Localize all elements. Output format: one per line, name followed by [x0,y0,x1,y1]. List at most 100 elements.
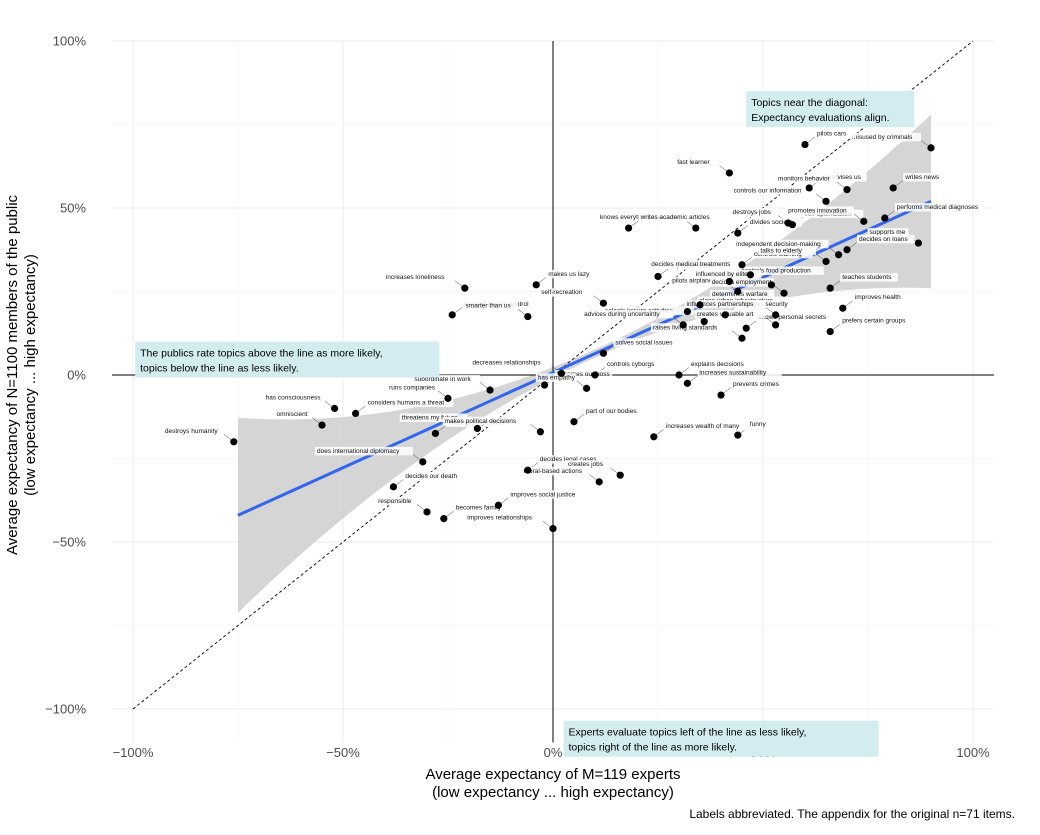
point-label: controls cyborgs [607,361,655,368]
label-background [867,228,909,237]
caption: Labels abbreviated. The appendix for the… [689,807,1015,821]
point-label: considers humans a threat [368,399,445,406]
point-label: divides society [750,219,793,226]
data-point [801,140,809,149]
label-background [815,129,856,139]
point-label: funny [750,421,767,428]
data-point [822,257,830,266]
point-label: teaches students [842,274,892,281]
point-label: threatens my future [402,414,458,421]
data-point [440,515,448,523]
annotation-text: Topics near the diagonal: [751,97,868,109]
label-background [365,398,454,407]
data-point [746,271,755,279]
point-label: controls our information [734,187,802,194]
data-point [230,438,238,446]
label-background [663,421,749,431]
annotations: Topics near the diagonal: Expectancy eval… [135,91,915,757]
data-point [826,327,834,336]
data-point [549,525,557,533]
point-label: prevents crimes [733,381,780,388]
data-point [881,214,889,222]
data-point [524,466,532,474]
data-point [599,349,608,357]
point-labels: misused by criminals pilots cars fast lear… [162,129,986,529]
data-point [679,321,687,329]
point-label: monitors behavior [778,176,830,183]
label-background [584,406,649,416]
data-point [843,186,851,194]
data-point [331,404,339,412]
data-point [654,272,662,281]
label-background [263,393,325,402]
point-label: decides employment [712,279,772,286]
label-background [649,259,741,269]
data-point [595,478,603,486]
data-point [599,299,608,307]
label-background [710,289,775,299]
label-background [412,375,480,384]
label-background [675,157,720,167]
data-point [914,239,923,247]
label-background [613,338,685,347]
point-label: part of our bodies [586,408,637,415]
data-point [486,386,494,394]
label-background [840,316,918,326]
data-point [591,371,599,379]
point-label: makes us lazy [548,271,590,278]
annotation-box [563,720,879,757]
label-background [638,213,723,222]
label-background [739,266,824,275]
point-label: talks to elderly [760,247,802,254]
data-point [742,324,750,332]
label-background [387,383,438,392]
data-point [822,197,830,205]
y-tick-label: 50% [60,201,86,216]
point-label: increases sustainability [699,369,767,376]
label-background [582,309,674,319]
label-background [535,373,577,382]
label-background [403,471,465,481]
annotation-text: Experts evaluate topics left of the line… [569,727,807,739]
label-background [315,446,413,456]
point-label: pilots airplanes [672,278,716,285]
point-label: misused by criminals [852,134,913,141]
label-background [776,174,837,184]
label-background [442,416,531,426]
data-point [389,483,397,491]
label-background [465,513,543,523]
data-point [675,371,683,379]
data-point [734,431,742,439]
point-label: controls food production [741,267,811,274]
label-background [376,496,417,506]
label-background [274,410,312,419]
point-label: decides medical treatments [651,261,731,268]
x-tick-label: 0% [544,745,563,760]
data-point [536,428,545,436]
label-background [399,413,468,422]
point-label: has empathy [538,374,576,381]
point-label: supervises us [821,174,861,181]
point-label: performs medical diagnoses [897,204,979,211]
x-tick-label: −50% [326,745,360,760]
data-point [461,284,469,292]
point-label: creates jobs [568,461,604,468]
data-point [927,144,935,152]
point-label: improves relationships [467,515,532,522]
label-background [735,299,797,309]
diagonal-reference [132,40,974,710]
data-point [767,281,776,289]
data-point [717,391,725,399]
label-background [463,301,518,311]
point-label: improves health [855,294,901,301]
annotation-box [746,91,915,128]
label-background [521,466,590,476]
data-point [835,251,843,259]
data-point [696,301,704,309]
point-label: improves social justice [510,491,575,498]
point-label: writes news [904,174,940,181]
label-background [693,269,762,279]
point-label: moral-based actions [524,468,583,475]
y-tick-label: −50% [52,535,86,550]
point-label: destroys humanity [165,428,218,435]
